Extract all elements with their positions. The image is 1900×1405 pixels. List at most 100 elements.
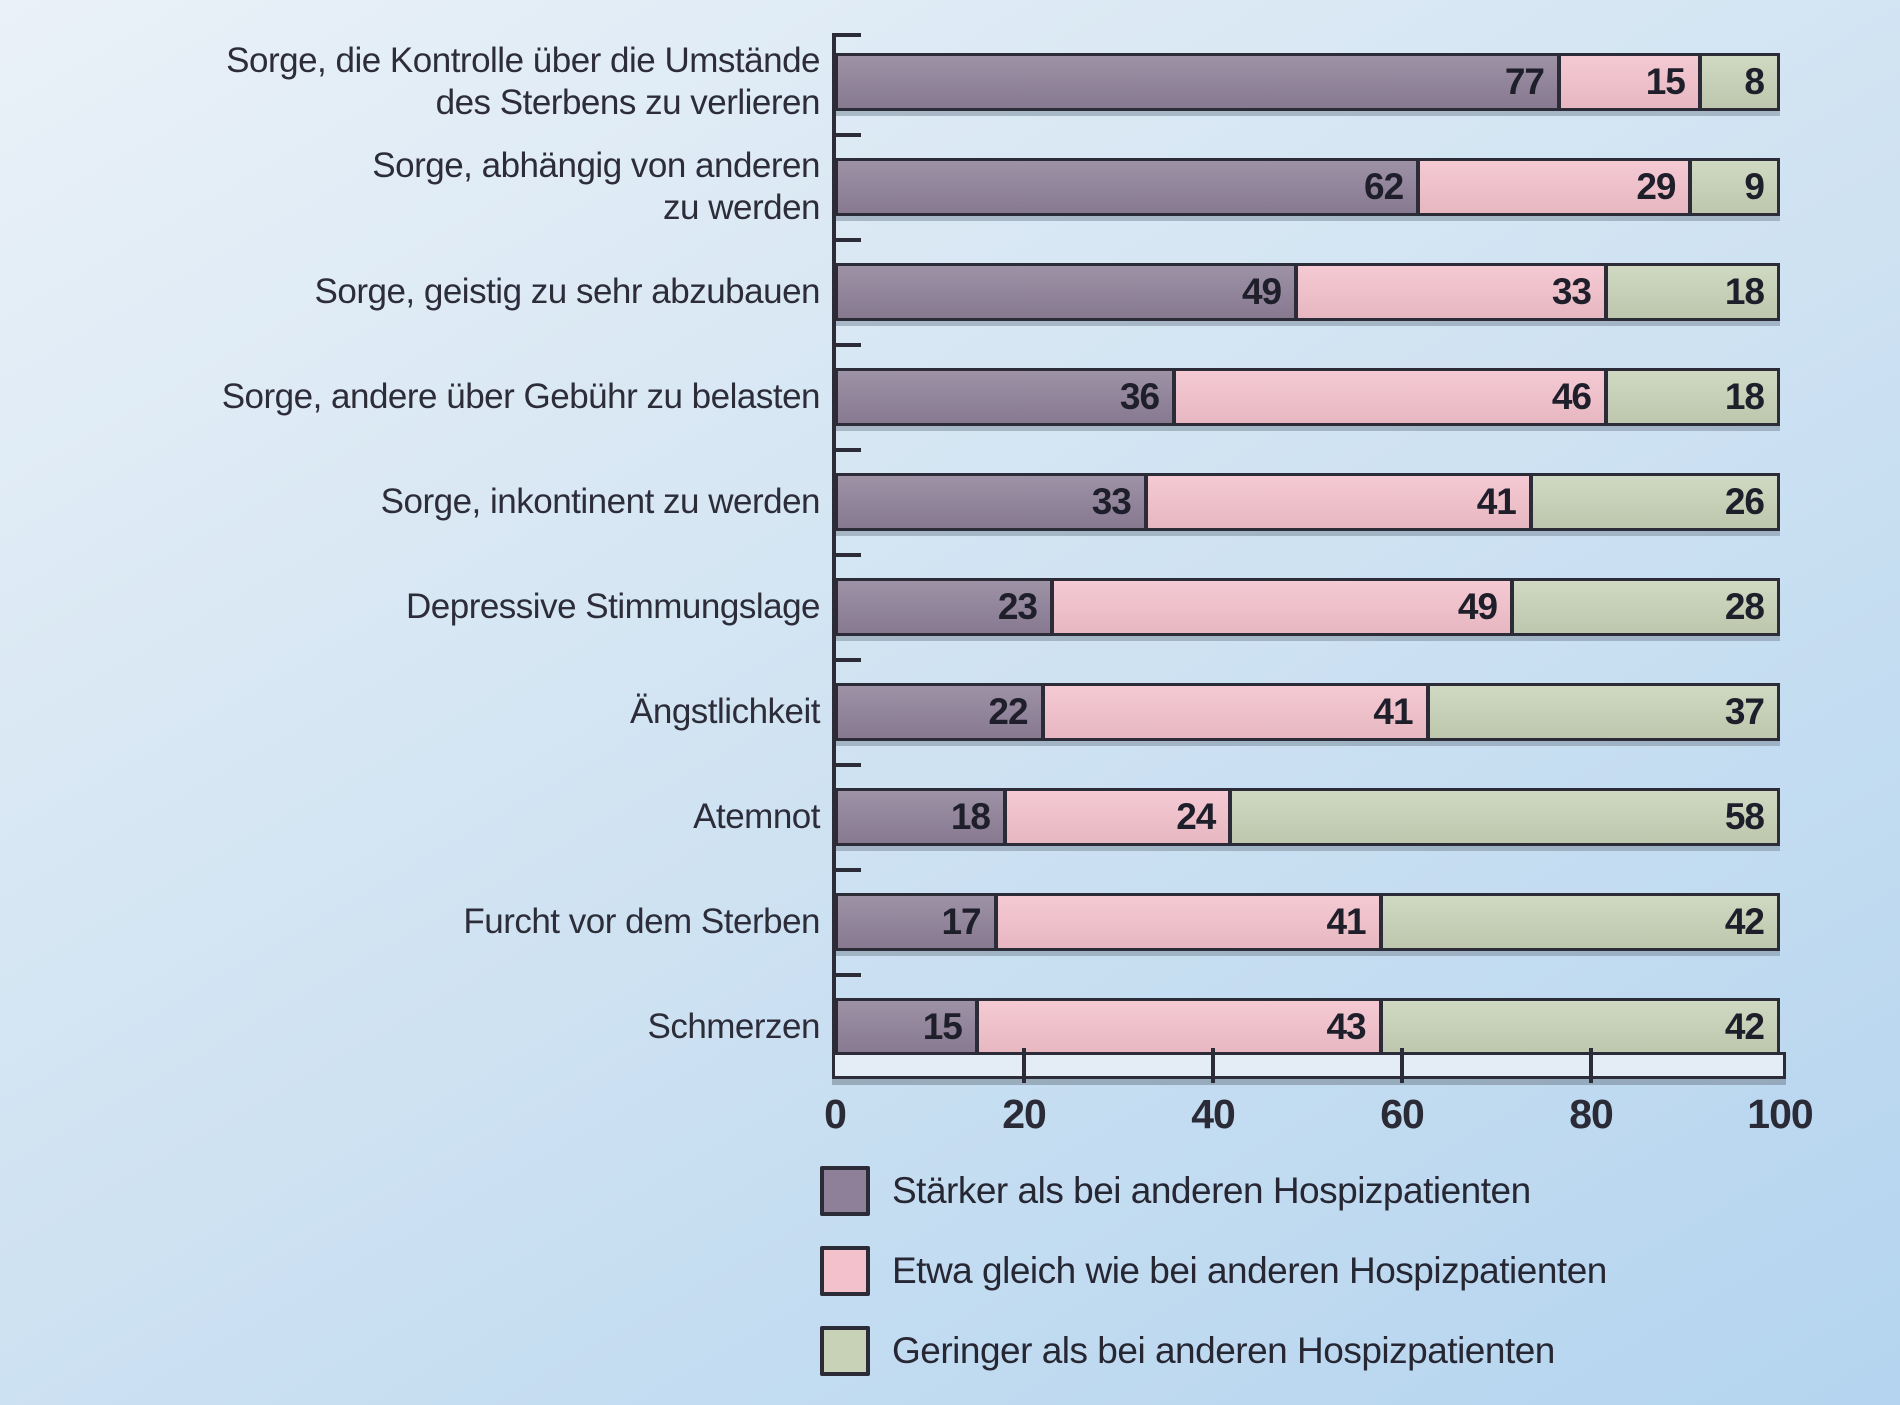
x-axis-tick	[1400, 1048, 1404, 1083]
segment-value: 46	[1551, 376, 1592, 417]
segment-value: 33	[1091, 481, 1132, 522]
bar-segment-series-1: 49	[1053, 581, 1515, 633]
segment-value: 77	[1504, 61, 1545, 102]
segment-value: 28	[1724, 586, 1765, 627]
bar-segment-series-1: 43	[978, 1001, 1383, 1053]
legend-item: Geringer als bei anderen Hospizpatienten	[820, 1326, 1555, 1376]
bar-segment-series-1: 41	[997, 896, 1383, 948]
category-label: Sorge, die Kontrolle über die Umstände d…	[226, 41, 820, 122]
category-label: Sorge, abhängig von anderen zu werden	[372, 146, 820, 227]
bar-segment-series-2: 18	[1607, 371, 1777, 423]
segment-value: 58	[1724, 796, 1765, 837]
segment-value: 42	[1724, 1006, 1765, 1047]
bar-segment-series-2: 9	[1692, 161, 1777, 213]
legend-swatch	[820, 1246, 870, 1296]
legend-label: Stärker als bei anderen Hospizpatienten	[892, 1170, 1531, 1211]
bar-segment-series-2: 58	[1232, 791, 1777, 843]
x-axis-tick	[1211, 1048, 1215, 1083]
y-axis-tick	[836, 762, 861, 767]
segment-value: 22	[988, 691, 1028, 732]
segment-value: 37	[1724, 691, 1765, 732]
bar-row: 62 29 9	[835, 158, 1780, 216]
bar-segment-series-2: 26	[1532, 476, 1777, 528]
legend-item: Stärker als bei anderen Hospizpatienten	[820, 1166, 1531, 1216]
category-label: Ängstlichkeit	[630, 692, 820, 731]
x-axis-tick	[1022, 1048, 1026, 1083]
category-label: Sorge, inkontinent zu werden	[380, 482, 821, 521]
bar-row: 22 41 37	[835, 683, 1780, 741]
category-label: Atemnot	[693, 797, 820, 836]
bar-row: 18 24 58	[835, 788, 1780, 846]
bar-segment-series-2: 8	[1701, 56, 1777, 108]
bar-row: 49 33 18	[835, 263, 1780, 321]
segment-value: 29	[1636, 166, 1676, 207]
segment-value: 15	[1645, 61, 1686, 102]
bar-segment-series-0: 49	[838, 266, 1299, 318]
segment-value: 49	[1241, 271, 1282, 312]
x-axis-band	[832, 1052, 1786, 1079]
bar-segment-series-0: 23	[838, 581, 1054, 633]
segment-value: 18	[1724, 271, 1765, 312]
category-label: Sorge, andere über Gebühr zu belasten	[221, 377, 821, 416]
segment-value: 42	[1724, 901, 1765, 942]
segment-value: 43	[1326, 1006, 1366, 1047]
segment-value: 41	[1326, 901, 1366, 942]
legend-item: Etwa gleich wie bei anderen Hospizpatien…	[820, 1246, 1607, 1296]
bar-segment-series-0: 33	[838, 476, 1148, 528]
legend-swatch	[820, 1326, 870, 1376]
y-axis-tick	[836, 342, 861, 347]
category-label: Sorge, geistig zu sehr abzubauen	[314, 272, 821, 311]
segment-value: 41	[1476, 481, 1517, 522]
legend-label: Geringer als bei anderen Hospizpatienten	[892, 1330, 1555, 1371]
bar-row: 33 41 26	[835, 473, 1780, 531]
bar-segment-series-1: 41	[1147, 476, 1533, 528]
bar-segment-series-0: 36	[838, 371, 1177, 423]
bar-segment-series-2: 42	[1382, 1001, 1777, 1053]
segment-value: 18	[1724, 376, 1765, 417]
bar-row: 77 15 8	[835, 53, 1780, 111]
bar-segment-series-2: 28	[1514, 581, 1777, 633]
segment-value: 33	[1551, 271, 1592, 312]
segment-value: 41	[1373, 691, 1413, 732]
bar-segment-series-1: 29	[1420, 161, 1693, 213]
segment-value: 9	[1744, 166, 1765, 207]
category-label: Furcht vor dem Sterben	[463, 902, 820, 941]
bar-segment-series-0: 18	[838, 791, 1008, 843]
bar-segment-series-1: 24	[1007, 791, 1233, 843]
bar-segment-series-2: 18	[1607, 266, 1777, 318]
bar-segment-series-0: 22	[838, 686, 1045, 738]
x-axis-tick-label: 100	[1747, 1091, 1813, 1137]
segment-value: 62	[1364, 166, 1404, 207]
legend-swatch	[820, 1166, 870, 1216]
y-axis-line	[832, 33, 836, 1052]
bar-segment-series-1: 15	[1561, 56, 1702, 108]
bar-row: 17 41 42	[835, 893, 1780, 951]
y-axis-tick	[836, 447, 861, 452]
x-axis-tick-label: 60	[1380, 1091, 1425, 1137]
x-axis-tick-label: 0	[824, 1091, 847, 1137]
segment-value: 15	[922, 1006, 963, 1047]
x-axis-tick-label: 20	[1002, 1091, 1047, 1137]
y-axis-tick	[836, 657, 861, 662]
y-axis-tick	[836, 972, 861, 977]
segment-value: 24	[1176, 796, 1216, 837]
bar-segment-series-0: 17	[838, 896, 998, 948]
bar-segment-series-0: 77	[838, 56, 1562, 108]
y-axis-tick	[836, 132, 861, 137]
bar-row: 23 49 28	[835, 578, 1780, 636]
y-axis-tick	[836, 552, 861, 557]
category-label: Schmerzen	[647, 1007, 820, 1046]
segment-value: 18	[950, 796, 991, 837]
x-axis-tick-label: 40	[1191, 1091, 1236, 1137]
y-axis-tick	[836, 867, 861, 872]
bar-segment-series-2: 37	[1429, 686, 1777, 738]
segment-value: 49	[1457, 586, 1498, 627]
segment-value: 17	[941, 901, 981, 942]
category-label: Depressive Stimmungslage	[405, 587, 821, 626]
legend-label: Etwa gleich wie bei anderen Hospizpatien…	[892, 1250, 1607, 1291]
x-axis-tick-label: 80	[1569, 1091, 1614, 1137]
segment-value: 8	[1744, 61, 1765, 102]
segment-value: 23	[997, 586, 1038, 627]
x-axis-tick	[1589, 1048, 1593, 1083]
